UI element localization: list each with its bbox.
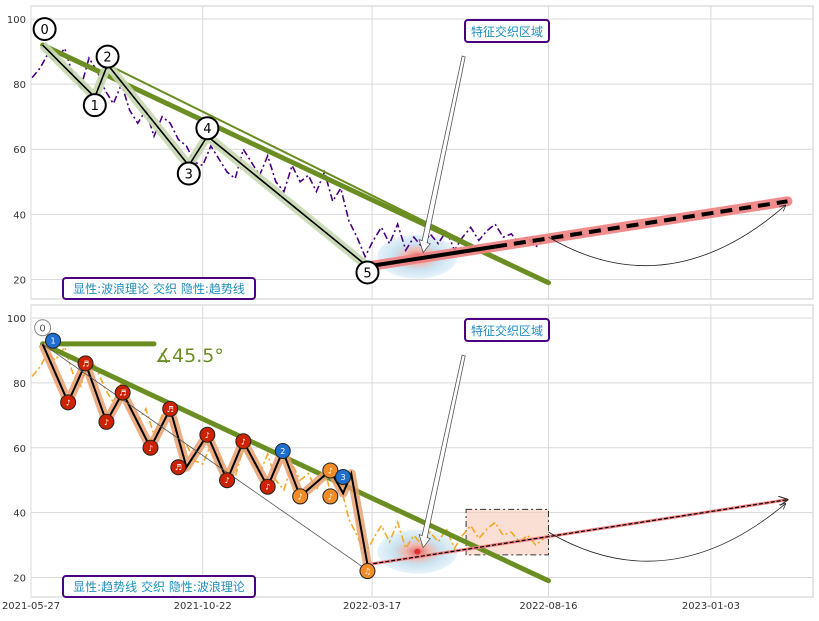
x-tick-label: 2022-08-16 xyxy=(519,601,577,612)
marker-dot xyxy=(322,462,339,479)
wave-label-circle xyxy=(32,17,57,42)
y-tick-label: 80 xyxy=(13,80,26,91)
trendline xyxy=(40,341,551,584)
wave-label-5: 5 xyxy=(363,266,371,281)
marker-dot xyxy=(235,433,252,450)
marker-label: ♬ xyxy=(119,389,126,398)
marker-dot xyxy=(359,563,376,580)
marker-dot xyxy=(274,443,291,459)
marker-dot xyxy=(77,355,94,372)
plot-area xyxy=(31,41,793,286)
marker-dot xyxy=(292,488,309,505)
projection-arc xyxy=(548,504,785,562)
marker-label: ♬ xyxy=(82,359,89,368)
callout-arrow xyxy=(418,55,466,254)
wave-label-4: 4 xyxy=(203,122,211,137)
marker-dot xyxy=(259,478,276,495)
marker-label: ♪ xyxy=(225,476,230,485)
interaction-center xyxy=(414,548,421,555)
angle-label: ∡45.5° xyxy=(155,345,224,367)
marker-dot xyxy=(98,413,115,430)
wave-label-0: 0 xyxy=(40,23,48,38)
wave-guide-line xyxy=(42,343,369,572)
marker-dot xyxy=(162,400,179,417)
wave-label-circle xyxy=(355,260,380,285)
marker-label: 2 xyxy=(280,447,285,456)
y-tick-label: 20 xyxy=(13,275,26,286)
y-tick-label: 100 xyxy=(7,15,26,26)
marker-dot xyxy=(335,468,352,485)
marker-label: ♪ xyxy=(328,466,333,475)
marker-dot xyxy=(170,459,187,476)
marker-dot xyxy=(45,332,62,349)
corner-label-box xyxy=(62,575,256,598)
corner-label: 显性:趋势线 交织 隐性:波浪理论 xyxy=(73,579,245,594)
marker-label: ♪ xyxy=(66,398,71,407)
callout-arrow xyxy=(418,354,466,549)
marker-dot xyxy=(114,384,131,401)
marker-label: ♪ xyxy=(241,437,246,446)
marker-label: ♪ xyxy=(148,444,153,453)
marker-label: ♪ xyxy=(265,483,270,492)
y-tick-label: 20 xyxy=(13,574,26,585)
x-tick-label: 2023-01-03 xyxy=(682,601,740,612)
corner-label-box xyxy=(62,277,256,300)
marker-label: ♪ xyxy=(328,492,333,501)
wave-label-circle xyxy=(95,44,120,69)
callout-box xyxy=(464,318,550,342)
x-tick-label: 2021-05-27 xyxy=(2,601,60,612)
y-tick-label: 80 xyxy=(13,379,26,390)
callout-box xyxy=(464,19,550,43)
marker-label: ♪ xyxy=(298,492,303,501)
marker-label: ♬ xyxy=(167,405,174,414)
marker-label: ♫ xyxy=(364,567,371,576)
wave-label-circle xyxy=(176,161,201,186)
wave-label-circle xyxy=(82,93,107,118)
marker-label: 3 xyxy=(341,473,346,482)
projection-dashed xyxy=(367,500,787,566)
corner-label: 显性:波浪理论 交织 隐性:趋势线 xyxy=(73,281,245,296)
x-tick-label: 2022-03-17 xyxy=(343,601,401,612)
wave-label-circle xyxy=(195,116,220,141)
wave-label-3: 3 xyxy=(185,168,193,183)
callout-label: 特征交织区域 xyxy=(471,323,543,338)
projection-dashed xyxy=(494,199,788,249)
marker-label: 1 xyxy=(50,337,55,346)
marker-dot xyxy=(322,488,339,505)
wave-label-2: 2 xyxy=(103,51,111,66)
marker-dot xyxy=(142,439,159,456)
marker-dot xyxy=(199,426,216,443)
y-tick-label: 60 xyxy=(13,145,26,156)
marker-dot xyxy=(60,394,77,411)
panel-1 xyxy=(31,41,793,286)
marker-dot xyxy=(219,472,236,489)
marker-label: ♪ xyxy=(205,431,210,440)
ghost-wave-label: 0 xyxy=(39,324,45,335)
ghost-wave-circle xyxy=(34,319,52,337)
marker-label: ♬ xyxy=(175,463,182,472)
wave-label-1: 1 xyxy=(91,99,99,114)
wave-path xyxy=(42,44,368,268)
callout-label: 特征交织区域 xyxy=(471,24,543,39)
y-tick-label: 40 xyxy=(13,210,26,221)
x-tick-label: 2021-10-22 xyxy=(174,601,232,612)
marker-label: ♪ xyxy=(104,418,109,427)
y-tick-label: 40 xyxy=(13,509,26,520)
projection-solid xyxy=(367,244,496,269)
price-series-line xyxy=(31,46,545,259)
y-tick-label: 100 xyxy=(7,314,26,325)
y-tick-label: 60 xyxy=(13,444,26,455)
projection-arc xyxy=(548,205,785,267)
